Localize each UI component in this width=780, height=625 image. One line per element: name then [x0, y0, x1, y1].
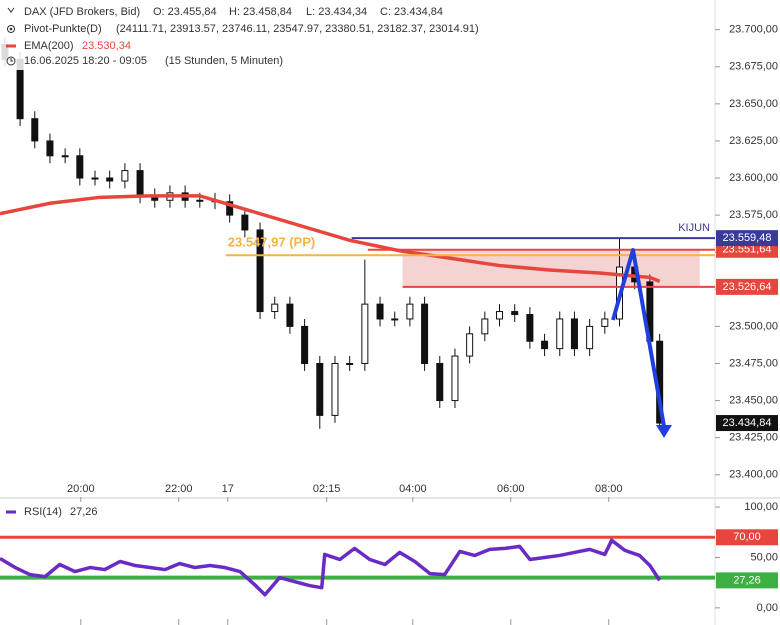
quote: C: 23.434,84 — [380, 6, 443, 18]
x-tick-label: 22:00 — [165, 483, 193, 495]
y-tick-label: 23.500,00 — [729, 320, 778, 332]
candle-body — [481, 318, 489, 335]
clock-hand — [10, 58, 13, 62]
candle-body — [256, 229, 264, 313]
ema-name: EMA(200) — [24, 40, 74, 52]
candle-body — [106, 177, 114, 182]
candle-body — [331, 362, 339, 416]
pp-label: 23.547,97 (PP) — [228, 235, 315, 250]
price-tag-label: 70,00 — [733, 531, 761, 543]
price-tag-label: 27,26 — [733, 574, 761, 586]
candle-body — [121, 170, 129, 182]
y-tick-label: 50,00 — [750, 551, 778, 563]
price-tag — [716, 230, 778, 247]
y-tick-label: 23.475,00 — [729, 357, 778, 369]
period: 16.06.2025 18:20 - 09:05 — [24, 55, 147, 67]
ema-line — [0, 194, 661, 283]
price-tag-label: 23.526,64 — [723, 281, 772, 293]
candle-body — [46, 140, 54, 157]
price-tag-label: 23.559,48 — [723, 232, 772, 244]
kijun-label: KIJUN — [678, 222, 710, 234]
price-tag — [716, 415, 778, 432]
candle-body — [556, 318, 564, 350]
candle-body — [76, 155, 84, 179]
candle-body — [570, 318, 578, 350]
candle-body — [406, 303, 414, 320]
candle-body — [376, 303, 384, 320]
candle-body — [526, 314, 534, 342]
candle-body — [361, 303, 369, 364]
x-tick-label: 04:00 — [399, 483, 427, 495]
candle-body — [91, 177, 99, 180]
rsi-value: 27,26 — [70, 506, 98, 518]
price-tag — [716, 572, 778, 589]
y-tick-label: 23.450,00 — [729, 394, 778, 406]
y-tick-label: 23.675,00 — [729, 61, 778, 73]
candle-body — [436, 362, 444, 402]
pivot-icon — [9, 27, 13, 31]
title: DAX (JFD Brokers, Bid) — [24, 6, 140, 18]
candle-body — [346, 362, 354, 365]
y-tick-label: 100,00 — [744, 501, 778, 513]
price-tag-label: 23.551,64 — [723, 244, 772, 256]
candle-body — [286, 303, 294, 327]
candle-body — [496, 311, 504, 320]
candle-body — [466, 333, 474, 357]
pivot-name: Pivot-Punkte(D) — [24, 23, 102, 35]
candle-body — [541, 340, 549, 350]
candle-body — [451, 355, 459, 402]
y-tick-label: 0,00 — [757, 602, 778, 614]
candle-body — [601, 318, 609, 327]
duration: (15 Stunden, 5 Minuten) — [165, 55, 283, 67]
plot: 23.400,00 23.425,00 23.450,00 23.475,00 23.5… — [0, 24, 778, 625]
quote: L: 23.434,34 — [306, 6, 367, 18]
price-tag-label: 23.434,84 — [723, 417, 772, 429]
y-tick-label: 23.650,00 — [729, 98, 778, 110]
x-tick-label: 17 — [222, 483, 234, 495]
chevron — [7, 7, 15, 13]
pivot-icon — [7, 25, 15, 33]
legend: DAX (JFD Brokers, Bid) O: 23.455,84 H: 2… — [0, 0, 560, 70]
rsi-name: RSI(14) — [24, 506, 62, 518]
x-tick-label: 06:00 — [497, 483, 525, 495]
y-tick-label: 23.625,00 — [729, 135, 778, 147]
candle-body — [196, 199, 204, 202]
pivot-values: (24111.71, 23913.57, 23746.11, 23547.97,… — [116, 23, 479, 35]
candle-body — [316, 362, 324, 416]
candle-body — [391, 318, 399, 321]
y-tick-label: 23.575,00 — [729, 209, 778, 221]
candle-body — [136, 170, 144, 197]
drawn-arrow — [611, 248, 667, 433]
candle-body — [421, 303, 429, 364]
ema-value: 23.530,34 — [82, 40, 131, 52]
y-tick-label: 23.600,00 — [729, 172, 778, 184]
x-tick-label: 08:00 — [595, 483, 623, 495]
candle-body — [586, 325, 594, 350]
quote: H: 23.458,84 — [229, 6, 292, 18]
rsi-line — [0, 538, 662, 597]
candle-body — [301, 325, 309, 364]
candle-body — [241, 214, 249, 231]
price-tag — [716, 529, 778, 546]
x-tick-label: 02:15 — [313, 483, 341, 495]
arrow-head — [656, 425, 672, 438]
x-tick-label: 20:00 — [67, 483, 95, 495]
candle-body — [226, 201, 234, 216]
clock-icon — [6, 56, 16, 66]
candle-body — [61, 155, 69, 158]
price-tag — [716, 278, 778, 295]
candle-body — [271, 303, 279, 313]
quote: O: 23.455,84 — [153, 6, 217, 18]
y-tick-label: 23.400,00 — [729, 469, 778, 481]
y-tick-label: 23.700,00 — [729, 24, 778, 36]
candle-body — [31, 118, 39, 142]
y-tick-label: 23.425,00 — [729, 432, 778, 444]
legend-bg — [0, 0, 560, 70]
candle-body — [511, 311, 519, 316]
